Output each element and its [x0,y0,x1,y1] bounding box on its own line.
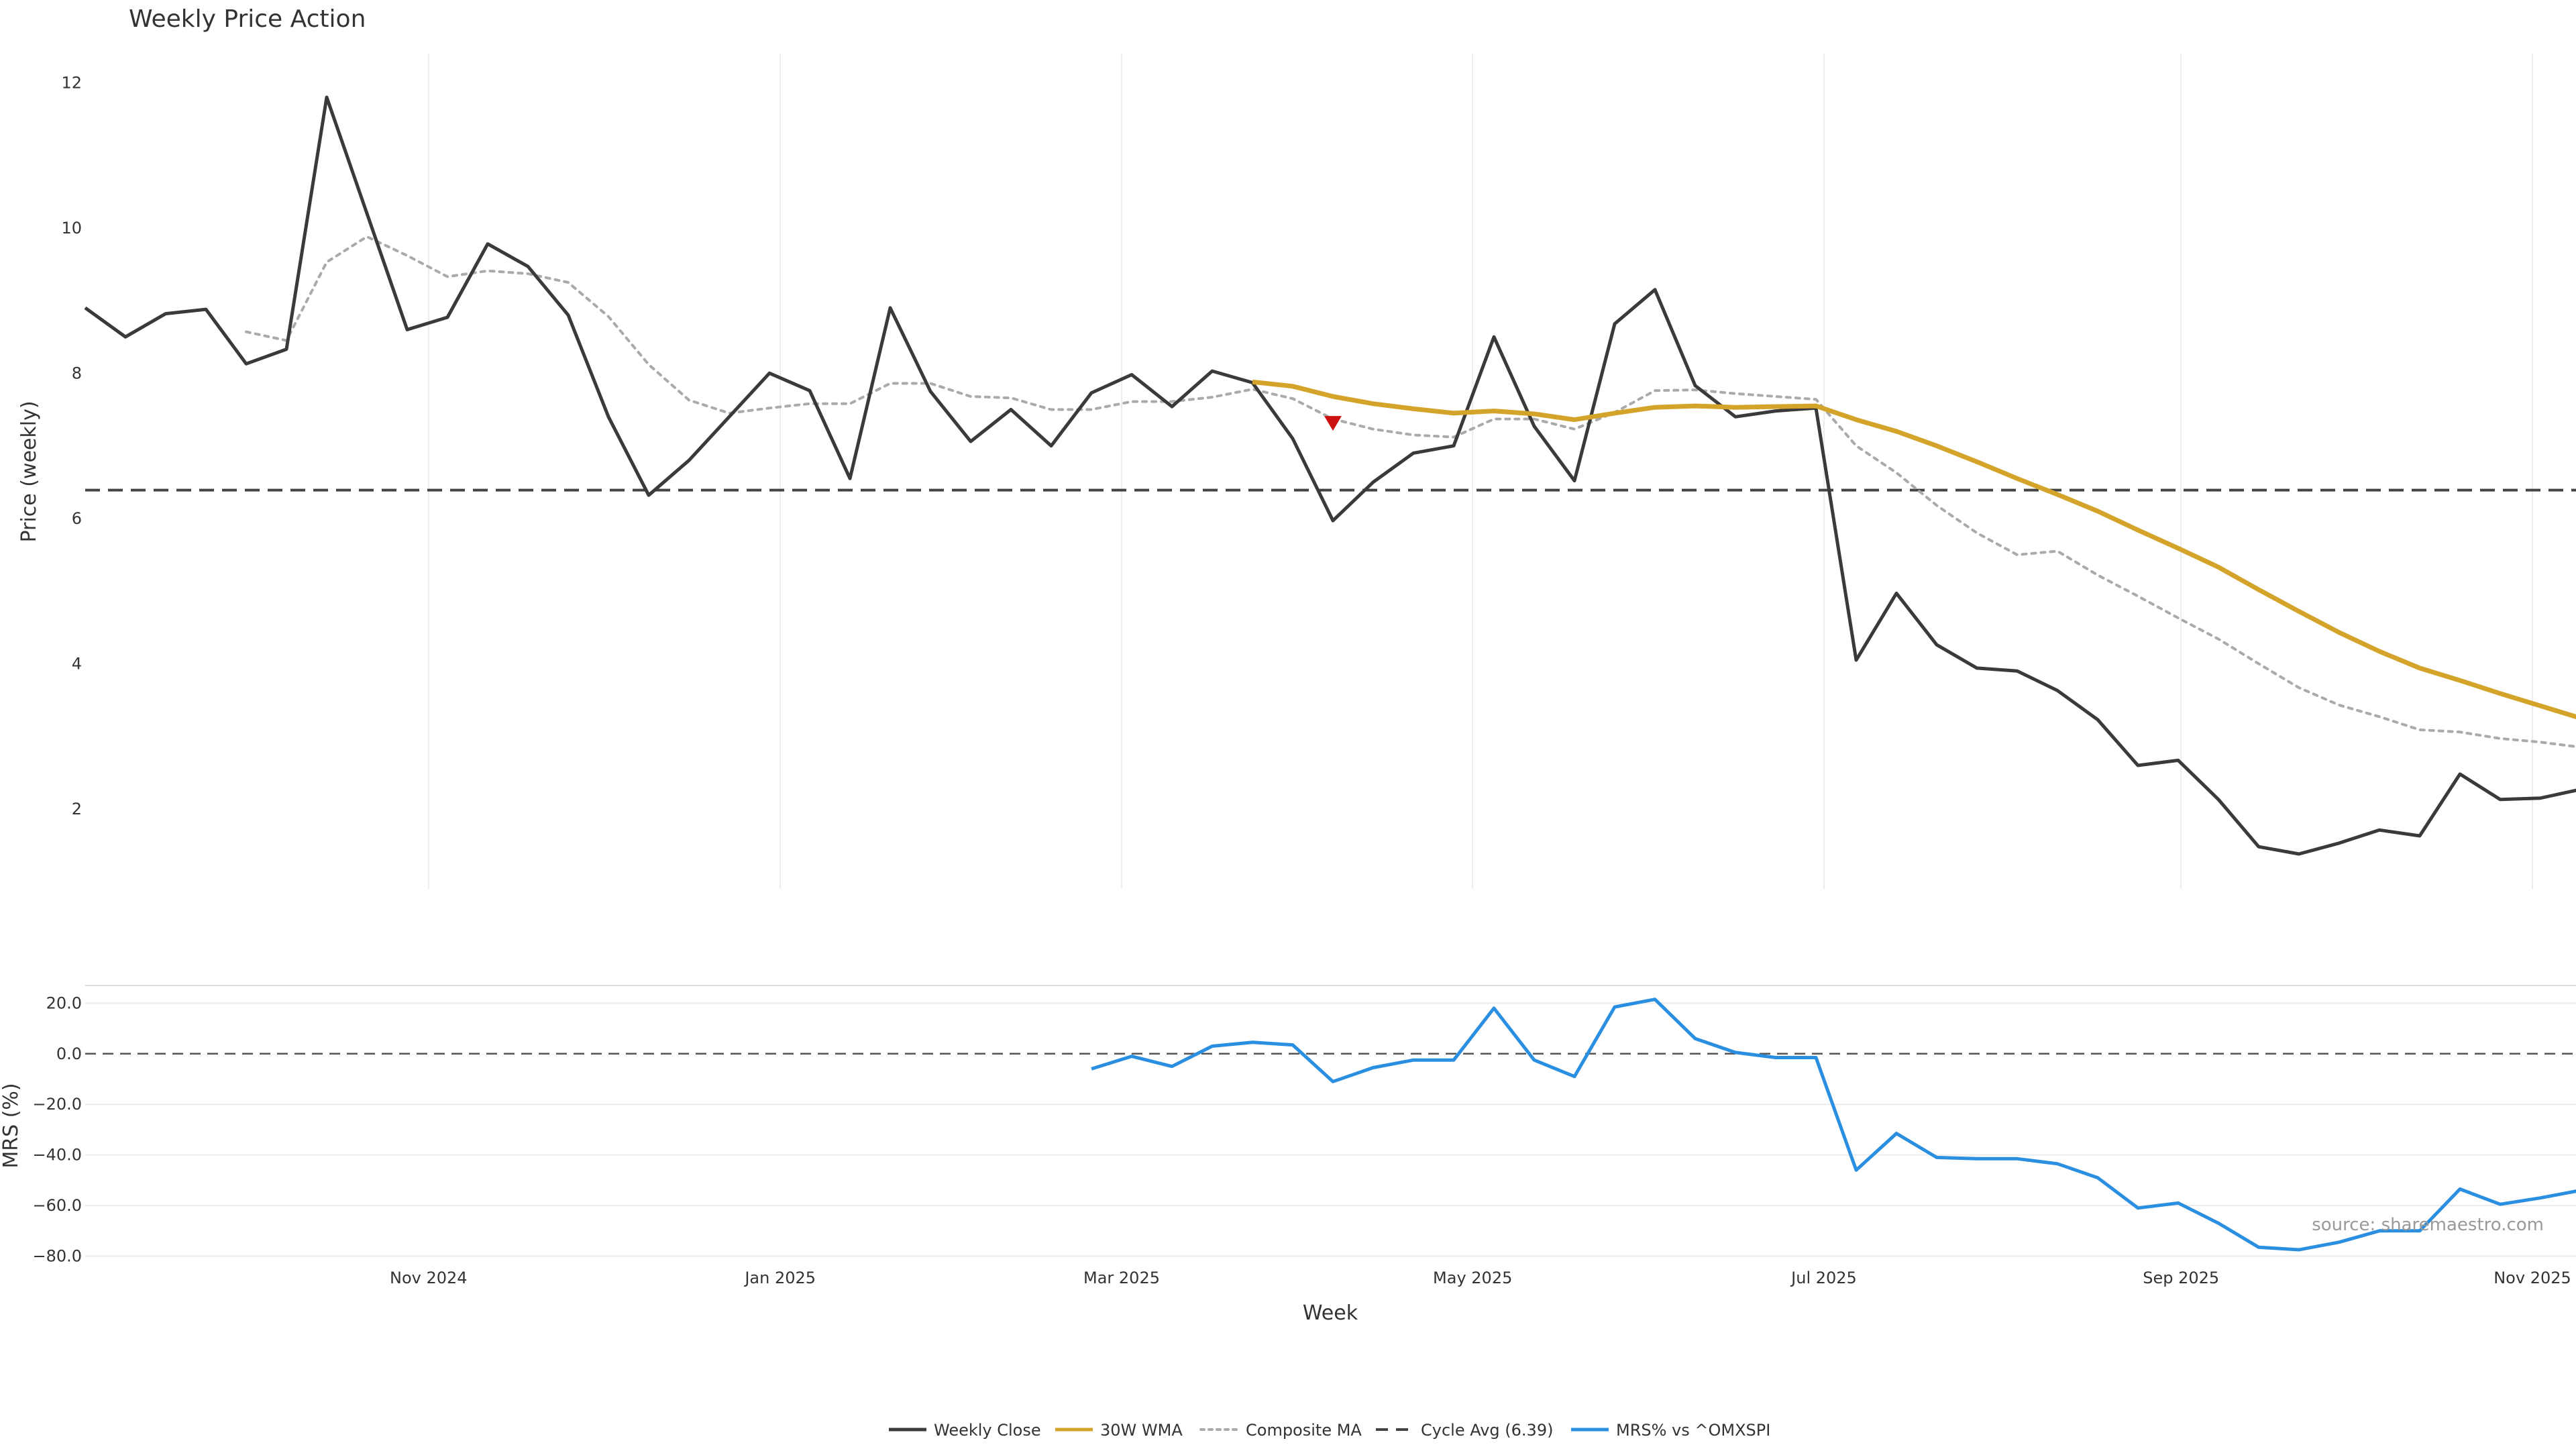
mrs-y-tick-label: −60.0 [32,1196,82,1215]
weekly-close-line [84,95,2576,856]
legend-label: Cycle Avg (6.39) [1421,1421,1553,1440]
legend-label: Composite MA [1246,1421,1362,1440]
x-tick-label: Sep 2025 [2143,1269,2219,1287]
composite-ma-line [245,235,2576,749]
x-tick-label: Nov 2025 [2493,1269,2571,1287]
mrs-line [1091,998,2576,1252]
mrs-y-tick-label: −40.0 [32,1146,82,1165]
mrs-panel: 20.0 0.0 −20.0 −40.0 −60.0 −80.0 MRS (%) Nov … [0,985,2576,1325]
mrs-y-tick-label: −80.0 [32,1246,82,1265]
price-y-tick-label: 6 [72,509,82,528]
price-series-group [84,95,2576,856]
price-y-axis-label: Price (weekly) [17,400,41,542]
legend: Weekly Close 30W WMA Composite MA Cycle Avg… [889,1421,1770,1440]
x-tick-label: Jan 2025 [743,1269,816,1287]
mrs-gridlines [85,1002,2576,1257]
legend-item: 30W WMA [1055,1421,1183,1440]
mrs-y-axis-label: MRS (%) [0,1083,23,1168]
x-axis-label: Week [1303,1301,1358,1325]
x-tick-label: Jul 2025 [1790,1269,1857,1287]
legend-label: MRS% vs ^OMXSPI [1616,1421,1770,1440]
price-y-tick-label: 8 [72,364,82,382]
legend-label: 30W WMA [1100,1421,1183,1440]
wma-30w-line [1252,379,2576,720]
x-tick-label: May 2025 [1433,1269,1512,1287]
price-y-tick-label: 10 [61,219,82,237]
mrs-y-tick-label: −20.0 [32,1095,82,1114]
source-note: source: sharemaestro.com [2312,1215,2544,1235]
price-y-tick-label: 4 [72,654,82,673]
mrs-series-group [1091,998,2576,1252]
x-tick-label: Mar 2025 [1083,1269,1160,1287]
legend-item: Composite MA [1199,1421,1362,1440]
price-y-tick-label: 2 [72,800,82,818]
price-panel: Weekly Price Action 2 4 6 8 10 12 Price (week… [17,5,2576,889]
mrs-y-tick-label: 20.0 [46,994,82,1012]
mrs-y-tick-label: 0.0 [56,1044,82,1063]
mrs-y-tick-labels: 20.0 0.0 −20.0 −40.0 −60.0 −80.0 [32,994,82,1265]
x-tick-label: Nov 2024 [390,1269,468,1287]
sell-signal-marker [1324,416,1342,431]
price-gridlines [427,54,2533,889]
price-y-tick-labels: 2 4 6 8 10 12 [61,73,82,818]
x-tick-labels: Nov 2024 Jan 2025 Mar 2025 May 2025 Jul 2025… [390,1269,2571,1287]
price-chart-title: Weekly Price Action [129,5,366,33]
legend-item: MRS% vs ^OMXSPI [1571,1421,1770,1440]
legend-item: Cycle Avg (6.39) [1376,1421,1553,1440]
price-y-tick-label: 12 [61,73,82,92]
legend-label: Weekly Close [934,1421,1041,1440]
legend-item: Weekly Close [889,1421,1041,1440]
